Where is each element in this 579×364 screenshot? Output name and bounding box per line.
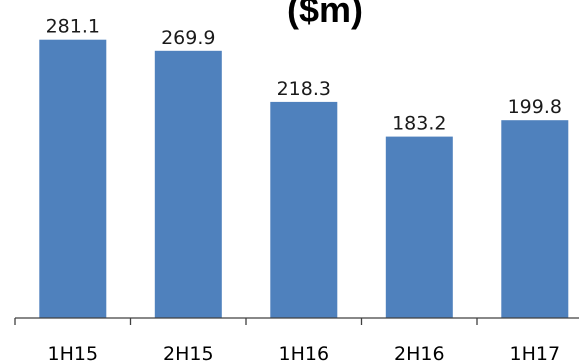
data-label-1h16: 218.3 [277, 78, 331, 100]
x-tick-label-2h16: 2H16 [394, 343, 445, 364]
x-tick-label-1h15: 1H15 [48, 343, 99, 364]
x-tick-label-2h15: 2H15 [163, 343, 214, 364]
chart-title: ($m) [287, 0, 363, 30]
data-labels-layer: 281.1 269.9 218.3 183.2 199.8 [46, 16, 562, 135]
data-label-1h15: 281.1 [46, 16, 100, 38]
x-tick-label-1h17: 1H17 [510, 343, 561, 364]
x-tick-label-1h16: 1H16 [279, 343, 330, 364]
data-label-1h17: 199.8 [508, 96, 562, 118]
bar-1h16 [270, 101, 338, 319]
data-label-2h15: 269.9 [161, 27, 215, 49]
bar-1h15 [39, 39, 107, 318]
bar-1h17 [501, 120, 569, 318]
x-axis: 1H15 2H15 1H16 2H16 1H17 [14, 317, 579, 364]
data-label-2h16: 183.2 [392, 113, 446, 135]
bar-2h15 [154, 50, 222, 319]
bar-2h16 [385, 136, 453, 318]
bars-layer [39, 39, 569, 319]
